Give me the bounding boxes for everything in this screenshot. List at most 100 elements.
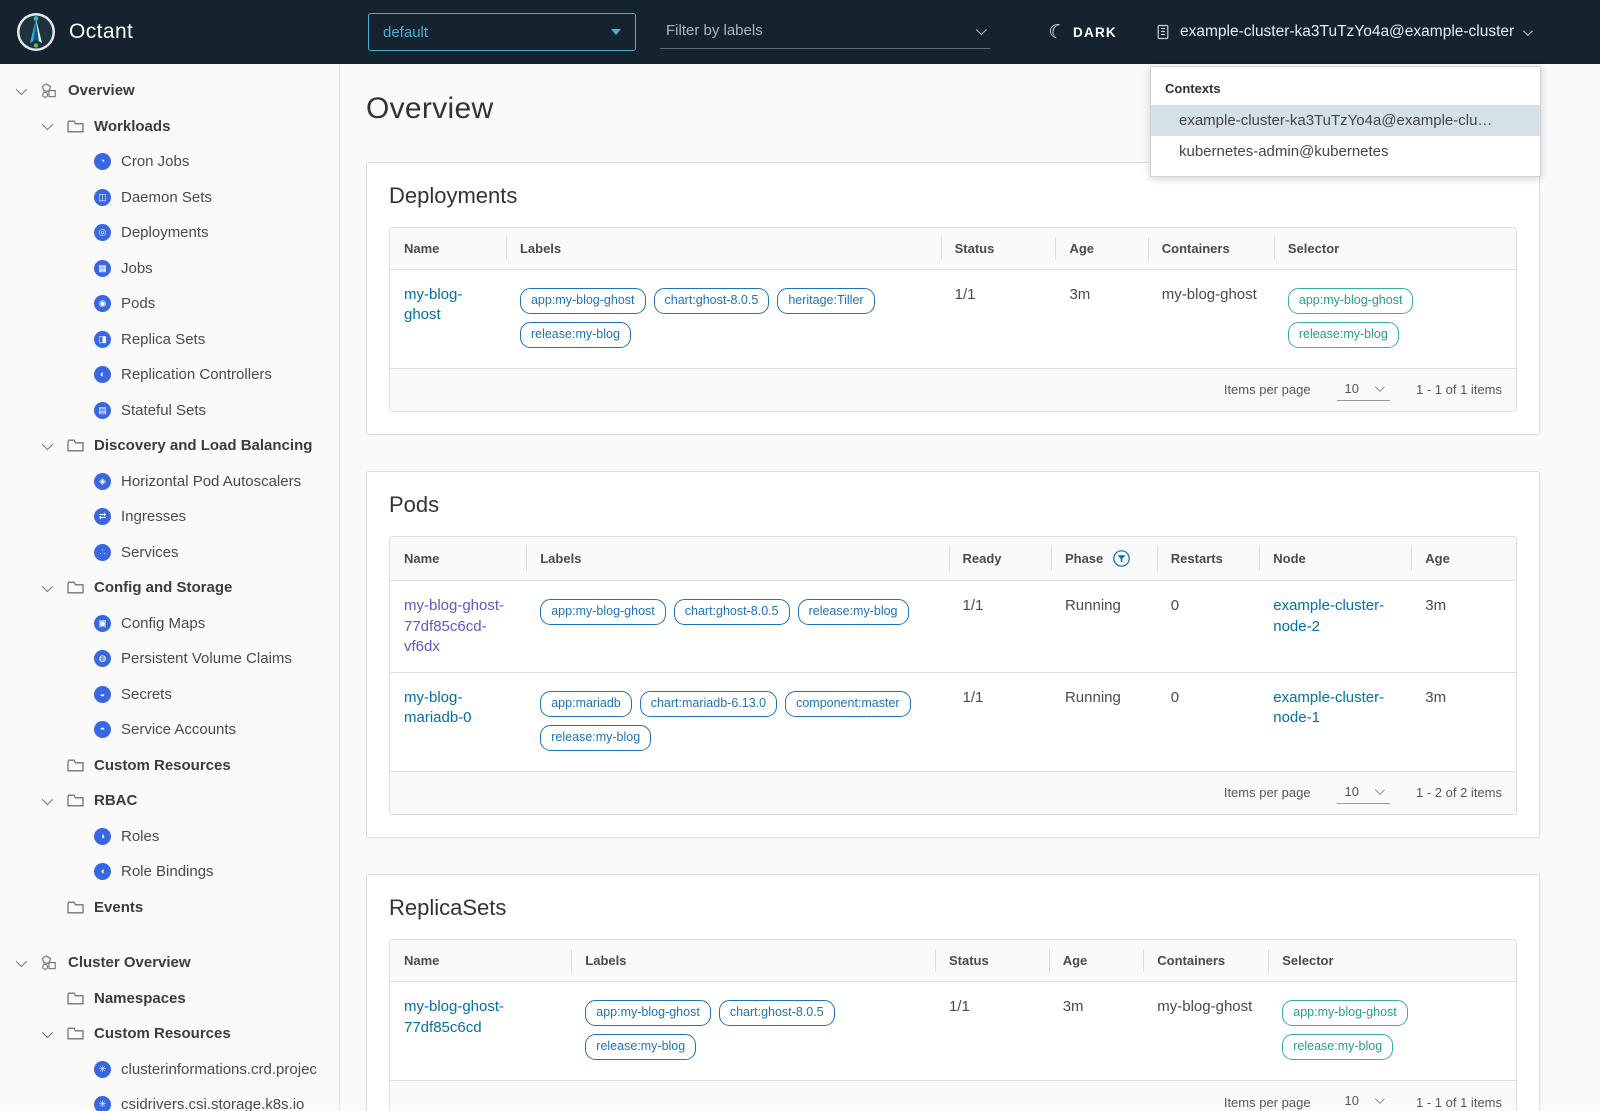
label-badge: release:my-blog — [519, 321, 631, 348]
sidebar-item-service-accounts[interactable]: ◓ Service Accounts — [0, 712, 339, 748]
sidebar-item-csidrivers-csi-storage-k8s-io[interactable]: ✳ csidrivers.csi.storage.k8s.io — [0, 1087, 339, 1111]
sidebar-item-services[interactable]: ∴ Services — [0, 535, 339, 571]
table-row: my-blog-mariadb-0 app:mariadb chart:mariad… — [390, 673, 1516, 772]
folder-icon — [66, 1025, 84, 1043]
sidebar-item-label: Service Accounts — [121, 721, 237, 739]
label-badge: chart:ghost-8.0.5 — [718, 1000, 835, 1027]
node-link[interactable]: example-cluster-node-2 — [1273, 597, 1385, 635]
sidebar-item-roles[interactable]: ◑ Roles — [0, 819, 339, 855]
sidebar-item-workloads[interactable]: Workloads — [0, 109, 339, 145]
page-size-select[interactable]: 10 — [1336, 782, 1391, 805]
applications-icon — [40, 82, 58, 100]
items-per-page-label: Items per page — [1223, 1094, 1311, 1110]
resource-link[interactable]: my-blog-mariadb-0 — [404, 689, 472, 727]
sidebar-item-discovery-and-load-balancing[interactable]: Discovery and Load Balancing — [0, 428, 339, 464]
label-badge: app:my-blog-ghost — [519, 288, 646, 314]
namespace-select-value: default — [383, 23, 429, 41]
replicasets-title: ReplicaSets — [389, 895, 507, 921]
page-size-value: 10 — [1344, 783, 1360, 799]
page-size-value: 10 — [1344, 1093, 1360, 1109]
sidebar-item-cron-jobs[interactable]: ◔ Cron Jobs — [0, 144, 339, 180]
items-per-page-label: Items per page — [1223, 785, 1311, 801]
table-row: my-blog-ghost-77df85c6cd-vf6dx app:my-blo… — [390, 580, 1516, 674]
sidebar-item-deployments[interactable]: ◎ Deployments — [0, 215, 339, 251]
label-filter-input[interactable]: Filter by labels — [660, 13, 990, 49]
sidebar-item-label: Cron Jobs — [121, 153, 190, 171]
chevron-down-icon[interactable] — [38, 793, 54, 805]
page-size-select[interactable]: 10 — [1336, 379, 1391, 402]
node-link[interactable]: example-cluster-node-1 — [1273, 689, 1385, 727]
sidebar-item-label: Config and Storage — [94, 579, 233, 597]
brand: Octant — [16, 0, 133, 64]
cell-text: 3m — [1062, 998, 1084, 1016]
sidebar-item-cluster-overview[interactable]: Cluster Overview — [0, 945, 339, 981]
chevron-down-icon[interactable] — [38, 1026, 54, 1038]
sidebar-item-label: Pods — [121, 295, 156, 313]
chevron-down-icon[interactable] — [12, 955, 28, 967]
ingress-icon: ⇄ — [94, 508, 111, 526]
sidebar-item-namespaces[interactable]: Namespaces — [0, 981, 339, 1017]
context-switcher[interactable]: example-cluster-ka3TuTzYo4a@example-clus… — [1155, 0, 1534, 64]
sidebar-item-jobs[interactable]: ▦ Jobs — [0, 251, 339, 287]
crd-icon: ✳ — [94, 1060, 111, 1078]
sidebar-item-daemon-sets[interactable]: ◫ Daemon Sets — [0, 180, 339, 216]
label-badge: release:my-blog — [797, 599, 909, 626]
cell-text: 0 — [1170, 689, 1180, 707]
label-badge: chart:ghost-8.0.5 — [653, 288, 770, 314]
column-header-containers: Containers — [1143, 940, 1269, 983]
sidebar-item-events[interactable]: Events — [0, 890, 339, 926]
sidebar-item-horizontal-pod-autoscalers[interactable]: ◈ Horizontal Pod Autoscalers — [0, 464, 339, 500]
chevron-down-icon — [1523, 25, 1534, 36]
dark-mode-toggle[interactable]: ☾ DARK — [1046, 0, 1117, 64]
resource-link[interactable]: my-blog-ghost-77df85c6cd — [404, 998, 505, 1036]
sidebar-item-pods[interactable]: ◉ Pods — [0, 286, 339, 322]
cluster-icon — [1155, 24, 1171, 40]
cell-selector: app:my-blog-ghost release:my-blog — [1268, 982, 1516, 1081]
app-title: Octant — [69, 20, 134, 43]
resource-link[interactable]: my-blog-ghost-77df85c6cd-vf6dx — [404, 597, 505, 655]
label-badge: app:mariadb — [540, 691, 632, 717]
context-menu-item[interactable]: example-cluster-ka3TuTzYo4a@example-clu… — [1151, 105, 1540, 136]
chevron-down-icon[interactable] — [38, 438, 54, 450]
sidebar-item-label: Horizontal Pod Autoscalers — [121, 472, 302, 490]
sidebar-item-label: Replication Controllers — [121, 366, 272, 384]
page-size-select[interactable]: 10 — [1337, 1091, 1390, 1111]
sidebar-item-secrets[interactable]: ◒ Secrets — [0, 677, 339, 713]
cell-status: 1/1 — [935, 982, 1049, 1081]
sidebar-item-clusterinformations-crd-projec[interactable]: ✳ clusterinformations.crd.projec — [0, 1052, 339, 1088]
sidebar-item-config-maps[interactable]: ▣ Config Maps — [0, 606, 339, 642]
chevron-down-icon[interactable] — [38, 580, 54, 592]
context-menu-item[interactable]: kubernetes-admin@kubernetes — [1179, 143, 1389, 160]
column-header-labels: Labels — [526, 537, 949, 582]
sidebar-item-replication-controllers[interactable]: ◐ Replication Controllers — [0, 357, 339, 393]
namespace-select[interactable]: default — [368, 13, 636, 51]
cronjob-icon: ◔ — [94, 153, 111, 171]
sidebar-item-role-bindings[interactable]: ◖ Role Bindings — [0, 854, 339, 890]
sidebar-item-label: csidrivers.csi.storage.k8s.io — [121, 1096, 305, 1111]
cell-text: 1/1 — [962, 597, 984, 615]
sidebar-item-overview[interactable]: Overview — [0, 73, 339, 109]
pvc-icon: ◍ — [94, 650, 111, 668]
column-header-age: Age — [1048, 940, 1144, 983]
label-badge: release:my-blog — [540, 724, 652, 751]
cell-containers: my-blog-ghost — [1143, 982, 1268, 1081]
sidebar-item-custom-resources[interactable]: Custom Resources — [0, 748, 339, 784]
sidebar-item-persistent-volume-claims[interactable]: ◍ Persistent Volume Claims — [0, 641, 339, 677]
filter-icon[interactable] — [1113, 550, 1131, 568]
sidebar-item-label: Jobs — [121, 259, 153, 277]
chevron-down-icon[interactable] — [12, 83, 28, 95]
folder-icon — [66, 898, 84, 916]
sidebar-item-config-and-storage[interactable]: Config and Storage — [0, 570, 339, 606]
main-content: Overview Deployments Name Labels Status Age C… — [341, 64, 1600, 1111]
cell-text: Running — [1064, 689, 1121, 707]
sidebar-item-ingresses[interactable]: ⇄ Ingresses — [0, 499, 339, 535]
cell-name: my-blog-ghost-77df85c6cd — [390, 982, 571, 1081]
sidebar-item-custom-resources[interactable]: Custom Resources — [0, 1016, 339, 1052]
sidebar-item-rbac[interactable]: RBAC — [0, 783, 339, 819]
resource-link[interactable]: my-blog-ghost — [404, 286, 463, 324]
sidebar-item-stateful-sets[interactable]: ▤ Stateful Sets — [0, 393, 339, 429]
cell-text: 3m — [1425, 597, 1447, 615]
column-header-selector: Selector — [1268, 940, 1516, 983]
sidebar-item-replica-sets[interactable]: ◨ Replica Sets — [0, 322, 339, 358]
chevron-down-icon[interactable] — [38, 119, 54, 131]
